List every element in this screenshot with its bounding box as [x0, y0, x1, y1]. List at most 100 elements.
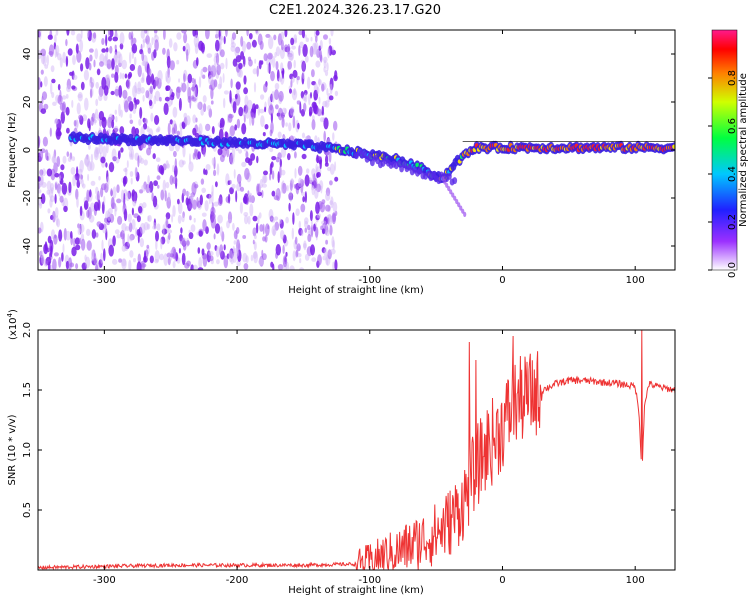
spectrogram-cell	[53, 252, 59, 257]
spectrogram-cell	[54, 119, 59, 125]
spectrogram-cell	[313, 223, 316, 232]
spectrogram-cell	[302, 61, 306, 71]
spectrogram-cell	[114, 229, 120, 235]
spectrogram-cell	[260, 94, 265, 100]
spectrogram-cell	[246, 30, 249, 37]
spectrogram-cell	[127, 73, 132, 80]
x-tick-label: 0	[499, 275, 505, 286]
spectrogram-cell	[245, 157, 251, 164]
spectrogram-x-ticks: -300 -200 -100 0 100	[93, 30, 645, 286]
spectrogram-cell	[131, 43, 138, 54]
spectrogram-cell	[324, 100, 330, 108]
snr-x-ticks: -300 -200 -100 0 100	[93, 330, 645, 586]
spectrogram-cell	[279, 158, 282, 168]
spectrogram-cell	[293, 89, 296, 96]
spectrogram-cell	[130, 177, 133, 185]
spectrogram-cell	[302, 44, 308, 57]
spectrogram-cell	[154, 115, 160, 125]
spectrogram-cell	[238, 69, 243, 78]
spectrogram-cell	[260, 115, 265, 128]
spectrogram-cell	[270, 161, 274, 168]
spectrogram-cell	[178, 78, 181, 83]
spectrogram-cell	[318, 96, 321, 105]
spectrogram-cell	[235, 190, 238, 203]
spectrogram-cell	[310, 92, 312, 99]
spectrogram-cell	[247, 215, 251, 225]
spectrogram-cell	[318, 78, 321, 87]
spectrogram-cell	[129, 171, 134, 177]
spectrogram-cell	[54, 207, 59, 218]
spectrogram-cell	[189, 95, 192, 109]
spectrogram-cell	[233, 240, 237, 245]
spectrogram-cell	[228, 114, 234, 119]
spectrogram-cell	[163, 102, 169, 115]
spectrogram-cell	[55, 30, 59, 36]
spectrogram-cell	[55, 127, 61, 140]
spectrogram-cell	[245, 151, 249, 159]
spectrogram-cell	[319, 49, 323, 62]
y-tick-label: -20	[22, 190, 33, 206]
spectrogram-cell	[120, 147, 124, 153]
spectrogram-cell	[277, 131, 282, 139]
spectrogram-cell	[137, 155, 140, 168]
spectrogram-cell	[54, 172, 60, 178]
spectrogram-cell	[147, 175, 150, 186]
spectrogram-cell	[175, 86, 181, 99]
spectrogram-cell	[249, 192, 253, 203]
spectrogram-cell	[277, 264, 284, 270]
spectrogram-cell	[208, 255, 214, 262]
spectrogram-cell	[93, 59, 96, 68]
spectrogram-cell	[95, 147, 101, 155]
spectrogram-cell	[263, 83, 268, 93]
spectrogram-cell	[310, 244, 315, 256]
spectrogram-cell	[62, 51, 66, 64]
spectrogram-cell	[107, 30, 110, 37]
ridge-branch-cell	[452, 177, 458, 185]
spectrogram-cell	[165, 160, 169, 169]
spectrogram-cell	[194, 86, 197, 99]
spectrogram-cell	[40, 81, 43, 88]
spectrogram-cell	[43, 243, 48, 255]
spectrogram-cell	[131, 192, 134, 197]
spectrogram-cell	[68, 181, 72, 194]
spectrogram-cell	[297, 122, 300, 130]
spectrogram-cell	[316, 108, 322, 117]
spectrogram-cell	[232, 58, 238, 67]
spectrogram-cell	[47, 208, 51, 214]
spectrogram-cell	[111, 119, 115, 129]
spectrogram-cell	[155, 230, 159, 242]
spectrogram-cell	[203, 103, 207, 113]
spectrogram-cell	[323, 34, 328, 40]
spectrogram-x-label: Height of straight line (km)	[288, 285, 424, 296]
spectrogram-cell	[275, 189, 280, 194]
spectrogram-cell	[154, 90, 161, 102]
spectrogram-cell	[137, 253, 141, 264]
spectrogram-cell	[332, 132, 335, 141]
spectrogram-cell	[50, 82, 53, 95]
ridge-tail-cell	[441, 176, 445, 182]
spectrogram-cell	[99, 118, 102, 127]
ridge-tail-cell	[463, 211, 467, 217]
spectrogram-cell	[234, 46, 240, 57]
spectrogram-cell	[323, 59, 327, 69]
spectrogram-cell	[256, 65, 259, 77]
spectrogram-cell	[114, 88, 120, 97]
spectrogram-cell	[295, 183, 300, 195]
spectrogram-cell	[163, 253, 168, 266]
spectrogram-cell	[101, 116, 107, 129]
spectrogram-cell	[128, 259, 132, 270]
spectrogram-cell	[116, 234, 121, 239]
spectrogram-cell	[280, 169, 286, 176]
spectrogram-cell	[75, 244, 81, 251]
spectrogram-cell	[129, 51, 132, 64]
spectrogram-cell	[61, 101, 67, 114]
spectrogram-cell	[298, 220, 301, 229]
spectrogram-cell	[179, 237, 185, 245]
spectrogram-cell	[229, 179, 232, 185]
spectrogram-cell	[277, 152, 282, 160]
spectrogram-heatmap	[38, 30, 675, 270]
spectrogram-cell	[196, 102, 202, 110]
spectrogram-cell	[184, 262, 190, 269]
spectrogram-cell	[202, 95, 207, 103]
x-tick-label: -200	[226, 275, 249, 286]
